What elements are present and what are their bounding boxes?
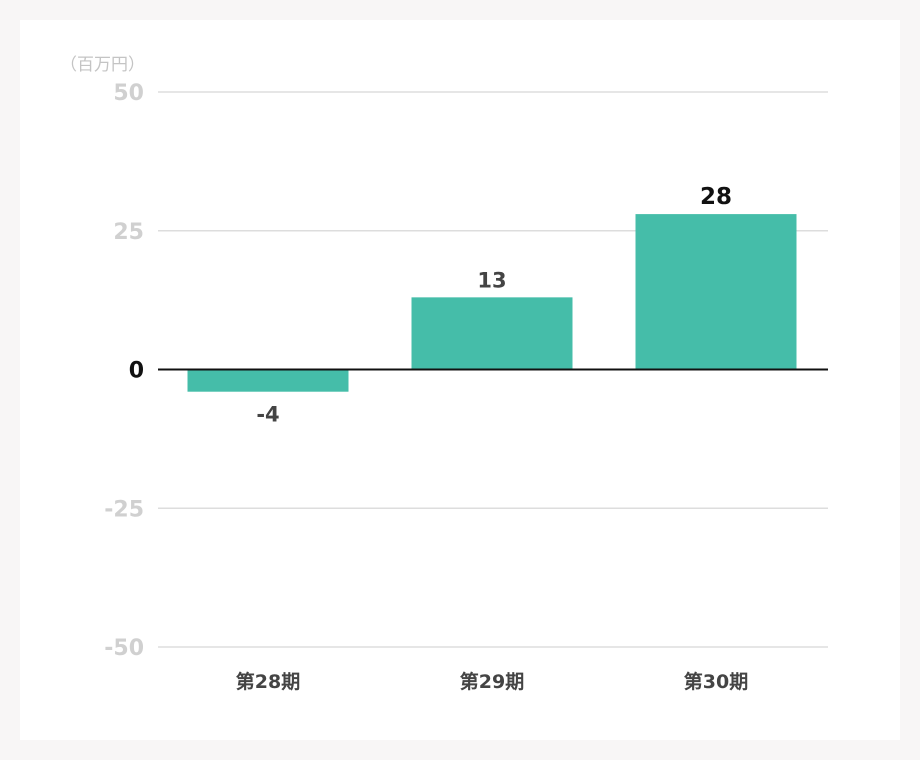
data-label: -4 [256, 403, 279, 427]
bar [635, 214, 797, 370]
y-tick-label: -50 [104, 636, 144, 661]
data-label: 13 [477, 268, 506, 292]
y-tick-label: 25 [113, 220, 144, 245]
y-tick-label: 50 [113, 81, 144, 106]
bars [187, 214, 797, 392]
x-tick-label: 第30期 [684, 670, 748, 693]
bar [187, 369, 349, 392]
y-tick-label: -25 [104, 497, 144, 522]
y-tick-label: 0 [129, 359, 144, 384]
data-label: 28 [700, 184, 732, 210]
bar [411, 297, 573, 370]
data-labels: -4 13 28 [256, 184, 732, 427]
y-axis-ticks: 50 25 0 -25 -50 [104, 81, 144, 661]
x-axis-ticks: 第28期 第29期 第30期 [236, 670, 748, 693]
x-tick-label: 第28期 [236, 670, 300, 693]
chart-card: （百万円） 50 25 0 -25 -50 -4 13 28 第28期 第29期 第30期 [20, 20, 900, 740]
bar-chart: （百万円） 50 25 0 -25 -50 -4 13 28 第28期 第29期 第30期 [60, 55, 828, 693]
unit-label: （百万円） [60, 55, 145, 75]
x-tick-label: 第29期 [460, 670, 524, 693]
